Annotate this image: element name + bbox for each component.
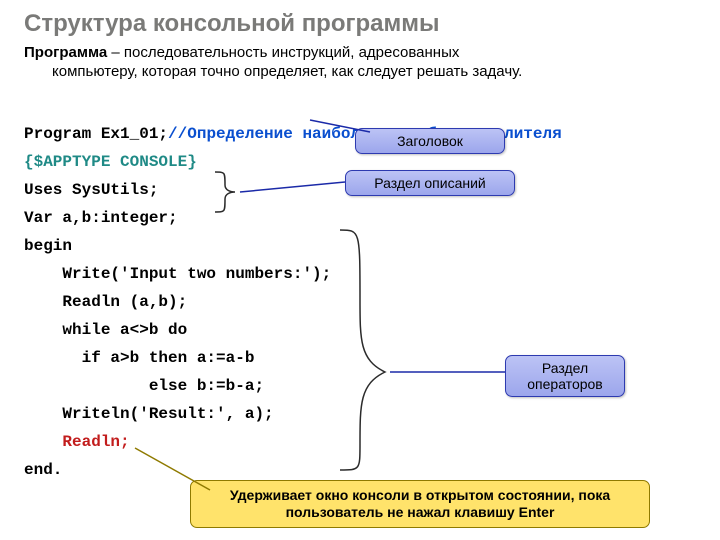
- callout-ops-line1: Раздел: [542, 360, 588, 376]
- intro-rest2: компьютеру, которая точно определяет, ка…: [24, 63, 696, 82]
- code-line-11: Writeln('Result:', a);: [24, 405, 274, 423]
- code-line-2: {$APPTYPE CONSOLE}: [24, 153, 197, 171]
- page-title: Структура консольной программы: [24, 10, 696, 38]
- callout-operators: Раздел операторов: [505, 355, 625, 397]
- code-line-5: begin: [24, 237, 72, 255]
- callout-ops-line2: операторов: [527, 376, 602, 392]
- code-line-12: Readln;: [24, 433, 130, 451]
- footnote-line2: пользователь не нажал клавишу Enter: [286, 504, 555, 520]
- footnote-line1: Удерживает окно консоли в открытом состо…: [230, 487, 610, 503]
- intro-rest1: – последовательность инструкций, адресов…: [107, 44, 459, 61]
- code-line-4: Var a,b:integer;: [24, 209, 178, 227]
- callout-header: Заголовок: [355, 128, 505, 154]
- code-line-13: end.: [24, 461, 62, 479]
- intro-paragraph: Программа – последовательность инструкци…: [24, 44, 696, 82]
- code-line-7: Readln (a,b);: [24, 293, 187, 311]
- code-line-10: else b:=b-a;: [24, 377, 264, 395]
- code-line-8: while a<>b do: [24, 321, 187, 339]
- code-line-3: Uses SysUtils;: [24, 181, 158, 199]
- code-line-6: Write('Input two numbers:');: [24, 265, 331, 283]
- callout-declarations: Раздел описаний: [345, 170, 515, 196]
- intro-lead: Программа: [24, 44, 107, 61]
- footnote-box: Удерживает окно консоли в открытом состо…: [190, 480, 650, 528]
- code-line-9: if a>b then a:=a-b: [24, 349, 254, 367]
